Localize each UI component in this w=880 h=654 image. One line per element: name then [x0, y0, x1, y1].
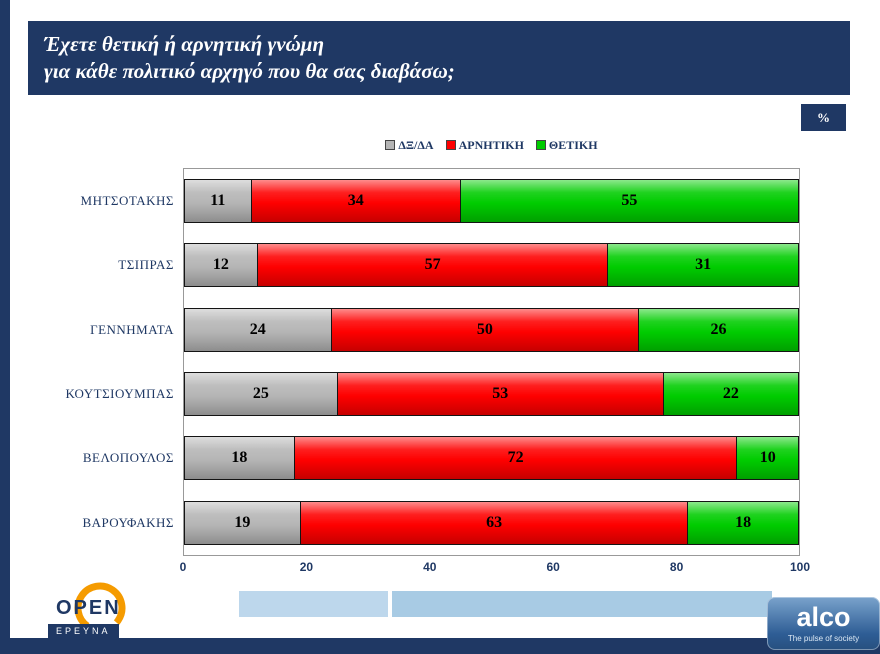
x-axis-tick: 100: [789, 560, 811, 574]
legend-item-dk-da: ΔΞ/ΔΑ: [385, 137, 434, 153]
chart-legend: ΔΞ/ΔΑ ΑΡΝΗΤΙΚΗ ΘΕΤΙΚΗ: [183, 136, 800, 154]
bar-segment-dk-da: 24: [184, 307, 332, 352]
bar-segment-negative: 72: [294, 436, 738, 481]
stacked-bar: 11 34 55: [184, 179, 799, 224]
category-label: ΚΟΥΤΣΙΟΥΜΠΑΣ: [65, 386, 174, 402]
chart-row: ΤΣΙΠΡΑΣ 12 57 31: [118, 233, 799, 297]
bar-segment-positive: 10: [737, 436, 799, 481]
category-label: ΒΑΡΟΥΦΑΚΗΣ: [82, 514, 174, 530]
legend-swatch-positive: [535, 140, 546, 150]
chart-row: ΒΑΡΟΥΦΑΚΗΣ 19 63 18: [82, 491, 799, 555]
bar-segment-negative: 57: [257, 243, 609, 288]
legend-swatch-negative: [445, 140, 456, 150]
legend-label-negative: ΑΡΝΗΤΙΚΗ: [458, 137, 524, 152]
stacked-bar-chart: ΜΗΤΣΟΤΑΚΗΣ 11 34 55 ΤΣΙΠΡΑΣ 12 57 31 ΓΕΝΝΗΜΑΤΑ 24…: [66, 168, 800, 556]
bar-segment-negative: 34: [251, 179, 461, 224]
bar-segment-positive: 31: [608, 243, 799, 288]
stacked-bar: 18 72 10: [184, 436, 799, 481]
x-axis-tick: 40: [423, 560, 437, 574]
bar-segment-dk-da: 25: [184, 372, 338, 417]
category-label: ΤΣΙΠΡΑΣ: [118, 257, 174, 273]
open-ereyna-logo: OPEN ΕΡΕΥΝΑ: [36, 582, 140, 650]
alco-logo-text: alco: [796, 602, 851, 632]
bar-segment-dk-da: 12: [184, 243, 258, 288]
category-label: ΓΕΝΝΗΜΑΤΑ: [90, 321, 174, 337]
bar-segment-positive: 55: [460, 179, 799, 224]
chart-row: ΒΕΛΟΠΟΥΛΟΣ 18 72 10: [83, 426, 799, 490]
x-axis-tick: 80: [669, 560, 684, 574]
x-axis-tick: 0: [179, 560, 187, 574]
bar-segment-positive: 26: [639, 307, 799, 352]
bottom-edge-strip: [0, 638, 880, 654]
category-label: ΒΕΛΟΠΟΥΛΟΣ: [82, 450, 174, 466]
bar-segment-negative: 53: [337, 372, 664, 417]
legend-label-positive: ΘΕΤΙΚΗ: [548, 137, 598, 152]
bar-segment-dk-da: 19: [184, 500, 301, 545]
category-label: ΜΗΤΣΟΤΑΚΗΣ: [80, 193, 174, 209]
x-axis: 0 20 40 60 80 100: [179, 560, 810, 576]
chart-row: ΚΟΥΤΣΙΟΥΜΠΑΣ 25 53 22: [66, 362, 799, 426]
x-axis-tick: 60: [546, 560, 560, 574]
bar-segment-negative: 63: [300, 500, 689, 545]
left-edge-strip: [0, 0, 10, 654]
chart-row: ΜΗΤΣΟΤΑΚΗΣ 11 34 55: [81, 169, 799, 233]
stacked-bar: 12 57 31: [184, 243, 799, 288]
plot-area: ΜΗΤΣΟΤΑΚΗΣ 11 34 55 ΤΣΙΠΡΑΣ 12 57 31 ΓΕΝΝΗΜΑΤΑ 24…: [66, 169, 799, 555]
bar-segment-positive: 22: [663, 372, 799, 417]
question-title-line2: για κάθε πολιτικό αρχηγό που θα σας διαβ…: [44, 59, 455, 83]
percent-badge: %: [801, 104, 846, 131]
stacked-bar: 19 63 18: [184, 500, 799, 545]
alco-logo-tagline: The pulse of society: [787, 634, 860, 643]
question-title: Έχετε θετική ή αρνητική γνώμη για κάθε π…: [28, 21, 850, 95]
legend-swatch-dk-da: [385, 140, 396, 150]
bar-segment-dk-da: 18: [184, 436, 295, 481]
legend-label-dk-da: ΔΞ/ΔΑ: [398, 137, 434, 152]
legend-item-negative: ΑΡΝΗΤΙΚΗ: [445, 137, 524, 153]
open-logo-text: OPEN: [56, 597, 121, 619]
stacked-bar: 24 50 26: [184, 307, 799, 352]
bar-segment-positive: 18: [688, 500, 799, 545]
footer-accent-bar-left: [239, 591, 388, 617]
footer-accent-bar-right: [392, 591, 772, 617]
bar-segment-dk-da: 11: [184, 179, 252, 224]
x-axis-tick: 20: [299, 560, 314, 574]
question-title-line1: Έχετε θετική ή αρνητική γνώμη: [44, 32, 325, 56]
alco-logo: alco The pulse of society: [767, 597, 880, 650]
bar-segment-negative: 50: [331, 307, 640, 352]
stacked-bar: 25 53 22: [184, 372, 799, 417]
open-logo-subtext: ΕΡΕΥΝΑ: [48, 624, 119, 638]
chart-row: ΓΕΝΝΗΜΑΤΑ 24 50 26: [90, 298, 799, 362]
legend-item-positive: ΘΕΤΙΚΗ: [535, 137, 598, 153]
